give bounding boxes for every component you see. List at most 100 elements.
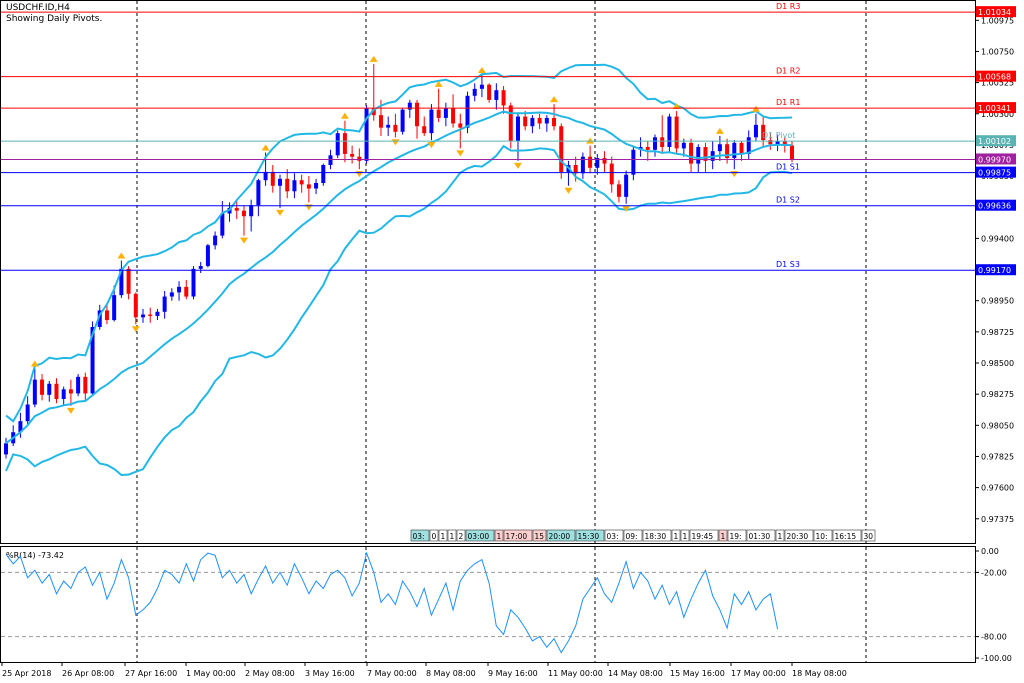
- bull-candle: [47, 381, 52, 402]
- wpr-pane-border: [0, 546, 976, 663]
- session-tag-label: 17:00: [506, 532, 528, 541]
- bear-candle: [761, 116, 766, 147]
- price-badge-label: 0.99875: [978, 169, 1011, 178]
- session-tag-box: [689, 529, 719, 542]
- fractal-down-arrow: [456, 150, 465, 157]
- candle-body: [573, 165, 578, 174]
- bear-candle: [83, 372, 88, 402]
- session-tag-label: 30: [864, 532, 874, 541]
- time-tick-label: 18 May 08:00: [792, 669, 847, 678]
- candle-body: [184, 286, 189, 297]
- time-tick-label: 7 May 00:00: [367, 669, 417, 678]
- candle-body: [739, 142, 744, 154]
- bear-candle: [609, 156, 614, 193]
- bull-candle: [213, 231, 218, 250]
- bull-candle: [205, 243, 210, 268]
- candle-body: [674, 116, 679, 149]
- bull-candle: [155, 309, 160, 321]
- bear-candle: [40, 374, 45, 401]
- candle-body: [90, 327, 95, 394]
- price-tick-label: 0.97375: [981, 515, 1014, 524]
- candle-body: [141, 314, 146, 318]
- candle-body: [234, 207, 239, 211]
- price-tick-label: 0.98500: [981, 359, 1014, 368]
- time-tick-label: 2 May 08:00: [245, 669, 295, 678]
- session-tag-box: [832, 529, 862, 542]
- session-tag-box: [642, 529, 672, 542]
- bear-candle: [660, 115, 665, 154]
- fractal-down-arrow: [239, 237, 248, 244]
- time-tick-label: 17 May 00:00: [731, 669, 786, 678]
- session-tag-box: [623, 529, 643, 542]
- bear-candle: [54, 378, 59, 404]
- session-tag-box: [410, 529, 430, 542]
- candle-body: [645, 147, 650, 150]
- symbol-label: USDCHF.ID,H4: [6, 3, 70, 13]
- session-tag-box: [604, 529, 624, 542]
- candle-body: [357, 156, 362, 161]
- candle-body: [523, 116, 528, 127]
- session-tag-box: [727, 529, 747, 542]
- candle-body: [746, 137, 751, 154]
- pivot-label: D1 S1: [776, 163, 800, 172]
- candle-body: [761, 124, 766, 141]
- session-tag-box: [861, 529, 876, 542]
- price-badge-label: 1.00341: [978, 104, 1011, 113]
- wpr-tick-label: -20.00: [981, 568, 1007, 577]
- session-tag-label: 1: [441, 532, 446, 541]
- bull-candle: [278, 174, 283, 208]
- time-tick-label: 26 Apr 08:00: [62, 669, 114, 678]
- session-tag-label: 10:: [816, 532, 828, 541]
- price-badge: [976, 264, 1016, 276]
- candle-body: [119, 268, 124, 296]
- candle-body: [263, 171, 268, 181]
- session-tag-box: [447, 529, 457, 542]
- candle-body: [47, 383, 52, 395]
- current-price-badge: [976, 153, 1016, 165]
- main-chart-pane[interactable]: 1.009751.007501.005251.003001.000750.998…: [0, 0, 1017, 544]
- candle-body: [530, 117, 535, 127]
- bull-candle: [249, 199, 254, 232]
- candle-body: [112, 295, 117, 321]
- wpr-line: [5, 551, 779, 654]
- candle-body: [782, 141, 787, 146]
- session-tag-box: [429, 529, 439, 542]
- bear-candle: [422, 116, 427, 136]
- candle-body: [689, 142, 694, 164]
- session-tag-label: 09:: [626, 532, 638, 541]
- candle-body: [732, 142, 737, 159]
- candle-body: [162, 296, 167, 312]
- candle-body: [321, 165, 326, 183]
- candle-body: [148, 314, 153, 316]
- candle-body: [198, 266, 203, 269]
- williams-r-pane[interactable]: %R(14) -73.42 0.00 -20.00 -80.00 -100.00: [0, 546, 1012, 664]
- session-tag-label: 1: [721, 532, 726, 541]
- bull-candle: [76, 374, 81, 397]
- bear-candle: [133, 292, 138, 325]
- price-tick-label: 1.00750: [981, 47, 1014, 56]
- time-tick-label: 9 May 16:00: [488, 669, 538, 678]
- candle-body: [775, 141, 780, 145]
- candle-body: [328, 155, 333, 165]
- candle-body: [61, 389, 66, 399]
- candle-body: [386, 124, 391, 128]
- price-badge: [976, 102, 1016, 114]
- price-tick-label: 0.97825: [981, 452, 1014, 461]
- bear-candle: [451, 94, 456, 128]
- price-badge: [976, 166, 1016, 178]
- candle-body: [624, 174, 629, 197]
- price-badge: [976, 70, 1016, 82]
- candle-body: [54, 383, 59, 399]
- bear-candle: [350, 145, 355, 164]
- bull-candle: [4, 437, 8, 459]
- pivot-label: D1 S2: [776, 196, 800, 205]
- bull-candle: [191, 266, 196, 300]
- candle-body: [292, 180, 297, 192]
- bull-candle: [638, 137, 643, 157]
- main-pane-border: [0, 0, 976, 544]
- candle-body: [126, 268, 131, 294]
- bull-candle: [746, 130, 751, 160]
- price-tick-label: 0.98275: [981, 390, 1014, 399]
- price-badge: [976, 135, 1016, 147]
